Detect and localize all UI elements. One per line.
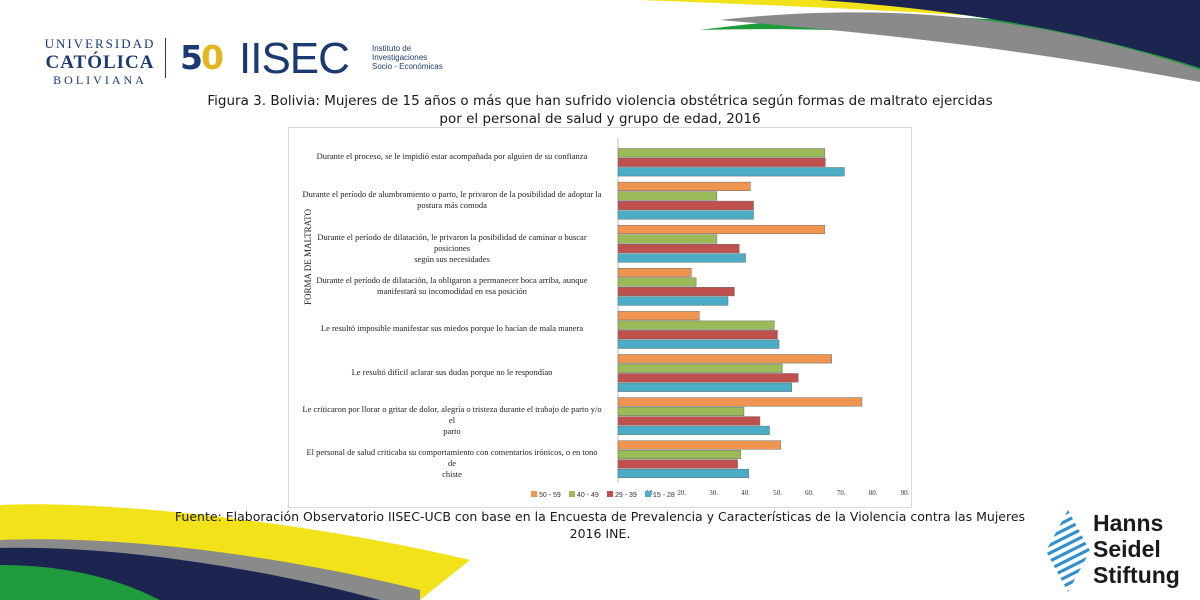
y-axis-label: FORMA DE MALTRATO (303, 208, 313, 306)
legend-label: 50 - 59 (539, 492, 561, 499)
bar-29-39-cat-5 (617, 373, 799, 383)
fifty-mark-digit-0: 0 (200, 38, 224, 77)
legend-swatch (531, 491, 537, 497)
category-label-line: parto (443, 426, 461, 437)
iisec-subtitle-line-3: Socio - Económicas (372, 62, 443, 71)
bar-29-39-cat-2 (617, 243, 740, 254)
bar-40-49-cat-0 (617, 148, 825, 158)
bar-40-49-cat-3 (617, 277, 697, 287)
bar-29-39-cat-0 (617, 157, 826, 167)
bar-40-49-cat-5 (617, 363, 783, 373)
x-tick-label: 90. (901, 489, 910, 497)
logo-divider (165, 38, 166, 78)
ucb-logo-line-3: BOLIVIANA (53, 73, 147, 87)
legend-swatch (645, 491, 651, 497)
bar-15-28-cat-4 (617, 339, 780, 349)
x-tick-label: 30. (709, 489, 718, 497)
bar-50-59-cat-4 (617, 311, 700, 321)
category-label: Durante el período de dilatación, le pri… (302, 232, 602, 265)
category-label: Le criticaron por llorar o gritar de dol… (302, 404, 602, 437)
x-tick-label: 70. (837, 489, 846, 497)
bar-40-49-cat-6 (617, 406, 745, 416)
category-label-line: manifestará su incomodidad en esa posici… (377, 285, 527, 296)
figure-title-line-2: por el personal de salud y grupo de edad… (439, 111, 761, 127)
x-tick-label: 50. (773, 489, 782, 497)
source-note: Fuente: Elaboración Observatorio IISEC-U… (150, 508, 1050, 542)
category-label-line: Durante el período de alumbramiento o pa… (302, 188, 602, 199)
bar-15-28-cat-1 (617, 210, 754, 220)
figure-title: Figura 3. Bolivia: Mujeres de 15 años o … (150, 92, 1050, 128)
bar-40-49-cat-1 (617, 191, 718, 201)
category-label-line: chiste (442, 469, 462, 480)
legend-swatch (569, 491, 575, 497)
bar-50-59-cat-6 (617, 397, 863, 407)
bar-29-39-cat-4 (617, 330, 778, 340)
bar-29-39-cat-6 (617, 416, 761, 426)
bar-15-28-cat-2 (617, 253, 746, 263)
category-label: El personal de salud criticaba su compor… (302, 447, 602, 480)
hss-logo-text: Hanns Seidel Stiftung (1093, 510, 1180, 588)
figure-title-line-1: Figura 3. Bolivia: Mujeres de 15 años o … (207, 93, 993, 109)
iisec-logo: IISEC (239, 34, 350, 83)
hss-word-2: Seidel (1093, 536, 1161, 562)
fifty-mark-digit-5: 5 (180, 38, 203, 77)
category-label-line: Le resultó difícil aclarar sus dudas por… (351, 366, 553, 377)
category-label-line: El personal de salud criticaba su compor… (306, 447, 598, 469)
hss-word-3: Stiftung (1093, 562, 1180, 588)
hss-stripes-icon (1046, 510, 1090, 592)
category-label-line: Le resultó imposible manifestar sus mied… (320, 323, 584, 334)
x-tick-label: . (617, 489, 619, 497)
ucb-logo-line-1: UNIVERSIDAD (44, 36, 156, 51)
x-tick-label: 80. (869, 489, 878, 497)
bar-40-49-cat-4 (617, 320, 775, 330)
bar-50-59-cat-1 (617, 181, 751, 191)
bar-15-28-cat-0 (617, 167, 845, 177)
source-line-1: Fuente: Elaboración Observatorio IISEC-U… (174, 509, 1026, 524)
legend-label: 40 - 49 (577, 492, 599, 499)
bar-29-39-cat-3 (617, 287, 735, 297)
x-tick-label: 60. (805, 489, 814, 497)
legend-label: 15 - 28 (653, 492, 675, 499)
category-label-line: postura más comoda (417, 199, 487, 210)
bar-50-59-cat-2 (617, 224, 825, 235)
category-label: Durante el período de alumbramiento o pa… (302, 189, 602, 211)
category-label-line: Durante el período de dilatación, le pri… (317, 231, 587, 253)
ucb-logo: UNIVERSIDAD CATÓLICA BOLIVIANA (38, 36, 162, 88)
category-label: Durante el período de dilatación, la obl… (302, 275, 602, 297)
source-line-2: 2016 INE. (569, 526, 631, 541)
bar-40-49-cat-7 (617, 449, 742, 460)
category-label: Le resultó imposible manifestar sus mied… (302, 323, 602, 334)
category-label-line: Durante el proceso, se le impidió estar … (316, 151, 588, 161)
iisec-subtitle-line-1: Instituto de (372, 44, 412, 53)
bar-15-28-cat-5 (617, 382, 793, 392)
bar-50-59-cat-5 (617, 354, 832, 364)
bar-15-28-cat-6 (617, 425, 770, 435)
bar-40-49-cat-2 (617, 234, 718, 244)
category-label-line: según sus necesidades (414, 253, 490, 264)
bar-50-59-cat-7 (617, 440, 781, 450)
legend-swatch (607, 491, 613, 497)
bar-50-59-cat-3 (617, 268, 692, 278)
hss-word-1: Hanns (1093, 510, 1164, 536)
category-label: Le resultó difícil aclarar sus dudas por… (302, 367, 602, 378)
bar-15-28-cat-7 (617, 468, 749, 479)
bar-29-39-cat-1 (617, 200, 754, 210)
category-label-line: Le criticaron por llorar o gritar de dol… (302, 404, 602, 426)
category-label-line: Durante el período de dilatación, la obl… (316, 274, 588, 285)
iisec-subtitle: Instituto de Investigaciones Socio - Eco… (372, 44, 443, 71)
iisec-subtitle-line-2: Investigaciones (372, 53, 428, 62)
ucb-logo-line-2: CATÓLICA (45, 52, 155, 73)
legend-label: 29 - 39 (615, 492, 637, 499)
x-tick-label: 20. (677, 489, 686, 497)
bar-29-39-cat-7 (617, 459, 738, 469)
bar-15-28-cat-3 (617, 296, 729, 306)
x-tick-label: 40. (741, 489, 750, 497)
fifty-years-mark: 50 (180, 38, 224, 77)
category-label: Durante el proceso, se le impidió estar … (302, 151, 602, 162)
